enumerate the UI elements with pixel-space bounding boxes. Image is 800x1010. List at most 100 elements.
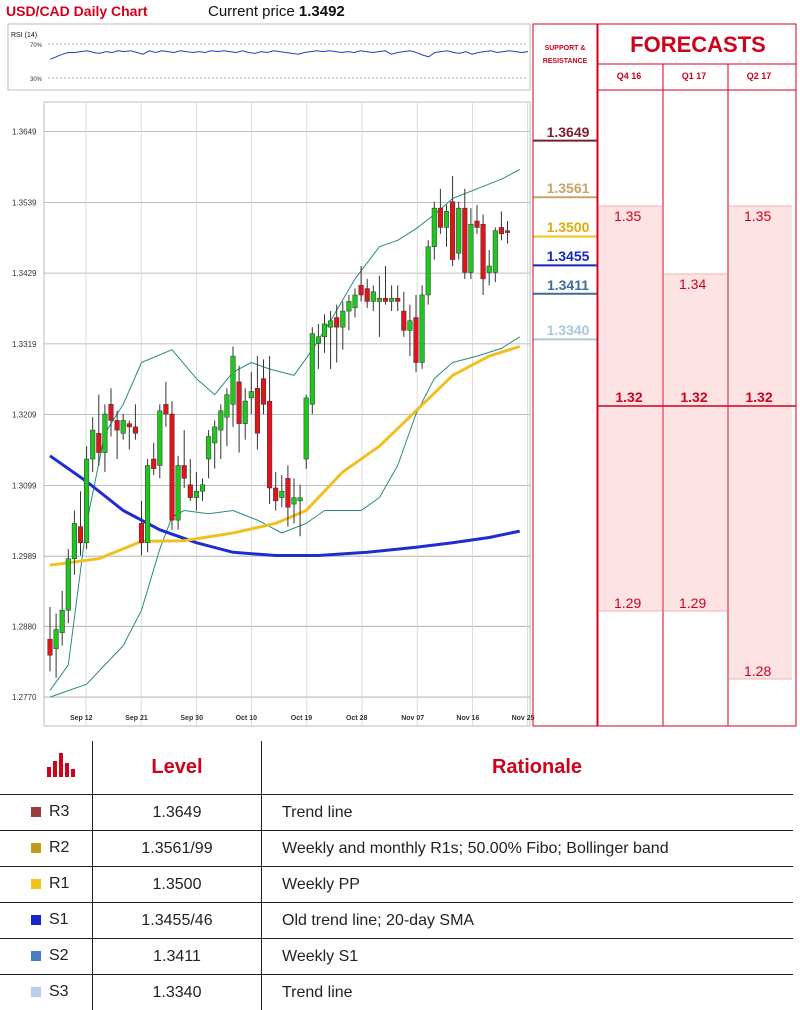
x-tick-label: Oct 10: [236, 715, 258, 722]
level-name-cell: R2: [0, 831, 93, 867]
candle-body: [286, 478, 291, 507]
candle-body: [84, 459, 89, 543]
x-tick-label: Oct 19: [291, 715, 313, 722]
candle: [304, 395, 309, 469]
candle-body: [127, 424, 132, 427]
sr-header-line1: SUPPORT &: [534, 42, 596, 55]
rsi-level-label: 70%: [30, 43, 43, 49]
candle-body: [377, 298, 382, 301]
candle-body: [481, 224, 486, 279]
candle-body: [499, 227, 504, 233]
candle-body: [273, 488, 278, 501]
forecast-upside-band: [599, 206, 662, 406]
rsi-level-label: 30%: [30, 77, 43, 83]
level-color-swatch: [31, 951, 41, 961]
forecast-downside-band: [729, 406, 792, 679]
candle-body: [487, 266, 492, 272]
forecast-downside-band: [599, 406, 662, 611]
candle-body: [182, 465, 187, 478]
y-tick-label: 1.3099: [12, 481, 37, 490]
forecast-value: 1.35: [728, 208, 790, 224]
candle-body: [219, 411, 224, 430]
x-tick-label: Nov 16: [456, 715, 479, 722]
candle-body: [347, 301, 352, 311]
candle-body: [444, 211, 449, 227]
candle-body: [194, 491, 199, 497]
candle-body: [170, 414, 175, 520]
bar-chart-icon: [47, 753, 77, 777]
candle: [176, 456, 181, 530]
forecast-value: 1.29: [598, 595, 660, 611]
candle-body: [139, 523, 144, 542]
candle-body: [334, 318, 339, 328]
forecast-col-header: Q1 17: [663, 71, 725, 81]
level-name-cell: R3: [0, 795, 93, 831]
candle-body: [395, 298, 400, 301]
candle-body: [200, 485, 205, 491]
sr-header-line2: RESISTANCE: [534, 55, 596, 68]
candle-body: [463, 208, 468, 272]
y-tick-label: 1.3539: [12, 198, 37, 207]
rationale-header: Rationale: [262, 741, 794, 795]
level-rationale: Weekly and monthly R1s; 50.00% Fibo; Bol…: [262, 831, 794, 867]
level-color-swatch: [31, 987, 41, 997]
forecast-col-header: Q4 16: [598, 71, 660, 81]
level-name: R2: [49, 839, 69, 856]
level-name: S3: [49, 983, 69, 1000]
forecast-upside-band: [664, 274, 727, 406]
y-tick-label: 1.2770: [12, 693, 37, 702]
rsi-label: RSI (14): [11, 32, 37, 39]
level-rationale: Weekly PP: [262, 867, 794, 903]
candle: [84, 446, 89, 549]
sr-level-value: 1.3561: [540, 180, 596, 196]
sr-level-value: 1.3649: [540, 124, 596, 140]
y-tick-label: 1.3209: [12, 411, 37, 420]
x-tick-label: Nov 25: [512, 715, 535, 722]
candle-body: [249, 391, 254, 397]
candle: [420, 285, 425, 369]
candle-body: [54, 630, 59, 649]
candle-body: [151, 459, 156, 469]
candle-body: [78, 527, 83, 543]
rsi-panel: [8, 24, 530, 90]
candle-body: [310, 334, 315, 405]
candle-body: [231, 356, 236, 404]
candle-body: [322, 324, 327, 337]
candle-body: [432, 208, 437, 247]
candle-body: [426, 247, 431, 295]
candle-body: [237, 382, 242, 424]
candle-body: [72, 523, 77, 558]
candle-body: [280, 491, 285, 497]
y-tick-label: 1.2880: [12, 622, 37, 631]
candle-body: [48, 639, 53, 655]
forecasts-title: FORECASTS: [599, 32, 797, 58]
candle-body: [438, 208, 443, 227]
candle-body: [60, 610, 65, 633]
forecast-pivot-value: 1.32: [598, 389, 660, 405]
candle-body: [212, 427, 217, 443]
candle-body: [164, 404, 169, 414]
level-rationale: Old trend line; 20-day SMA: [262, 903, 794, 939]
candle-body: [469, 224, 474, 272]
candle-body: [97, 433, 102, 452]
candle-body: [353, 295, 358, 308]
candle-body: [255, 388, 260, 433]
x-tick-label: Sep 12: [70, 715, 93, 722]
candle-body: [408, 321, 413, 331]
x-tick-label: Oct 28: [346, 715, 368, 722]
candle-body: [298, 498, 303, 501]
level-value: 1.3500: [93, 867, 262, 903]
candle-body: [316, 337, 321, 343]
forecast-pivot-value: 1.32: [728, 389, 790, 405]
candle-body: [109, 404, 114, 420]
level-rationale: Trend line: [262, 975, 794, 1010]
x-tick-label: Sep 21: [125, 715, 148, 722]
candle-body: [402, 311, 407, 330]
level-color-swatch: [31, 807, 41, 817]
y-tick-label: 1.2989: [12, 552, 37, 561]
